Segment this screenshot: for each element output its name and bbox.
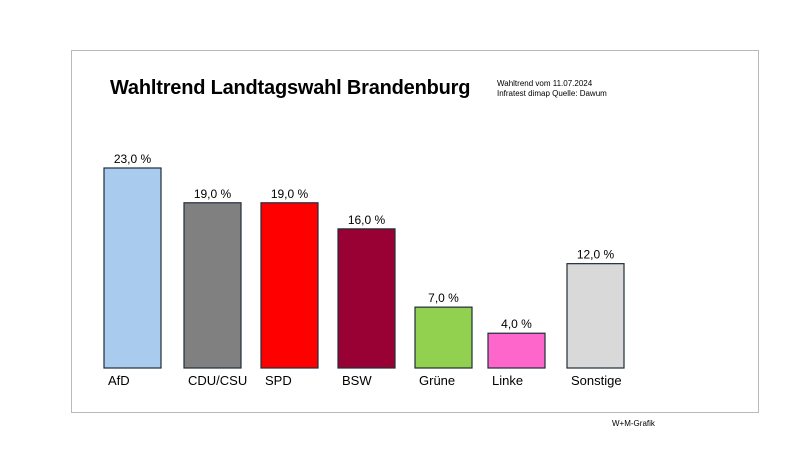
- chart-title: Wahltrend Landtagswahl Brandenburg: [110, 77, 471, 99]
- category-label: CDU/CSU: [188, 373, 247, 388]
- bar-bsw: [337, 228, 396, 369]
- bar-cdu-csu: [183, 202, 242, 369]
- value-label: 16,0 %: [348, 213, 386, 227]
- bar-grüne: [414, 306, 473, 369]
- bar-spd: [260, 202, 319, 369]
- value-label: 19,0 %: [271, 187, 309, 201]
- category-label: SPD: [265, 373, 292, 388]
- graphic-credit: W+M-Grafik: [612, 419, 655, 428]
- category-label: BSW: [342, 373, 372, 388]
- bar-sonstige: [566, 263, 625, 369]
- value-label: 23,0 %: [114, 152, 152, 166]
- bar-linke: [487, 332, 546, 369]
- category-label: AfD: [108, 373, 130, 388]
- value-label: 19,0 %: [194, 187, 232, 201]
- source-note: Wahltrend vom 11.07.2024 Infratest dimap…: [497, 79, 607, 99]
- source-institute: Infratest dimap Quelle: Dawum: [497, 89, 607, 98]
- category-label: Grüne: [419, 373, 455, 388]
- category-label: Sonstige: [571, 373, 622, 388]
- category-label: Linke: [492, 373, 523, 388]
- value-label: 7,0 %: [428, 291, 459, 305]
- value-label: 12,0 %: [577, 248, 615, 262]
- source-date: Wahltrend vom 11.07.2024: [497, 79, 593, 88]
- bar-afd: [103, 167, 162, 369]
- value-label: 4,0 %: [501, 317, 532, 331]
